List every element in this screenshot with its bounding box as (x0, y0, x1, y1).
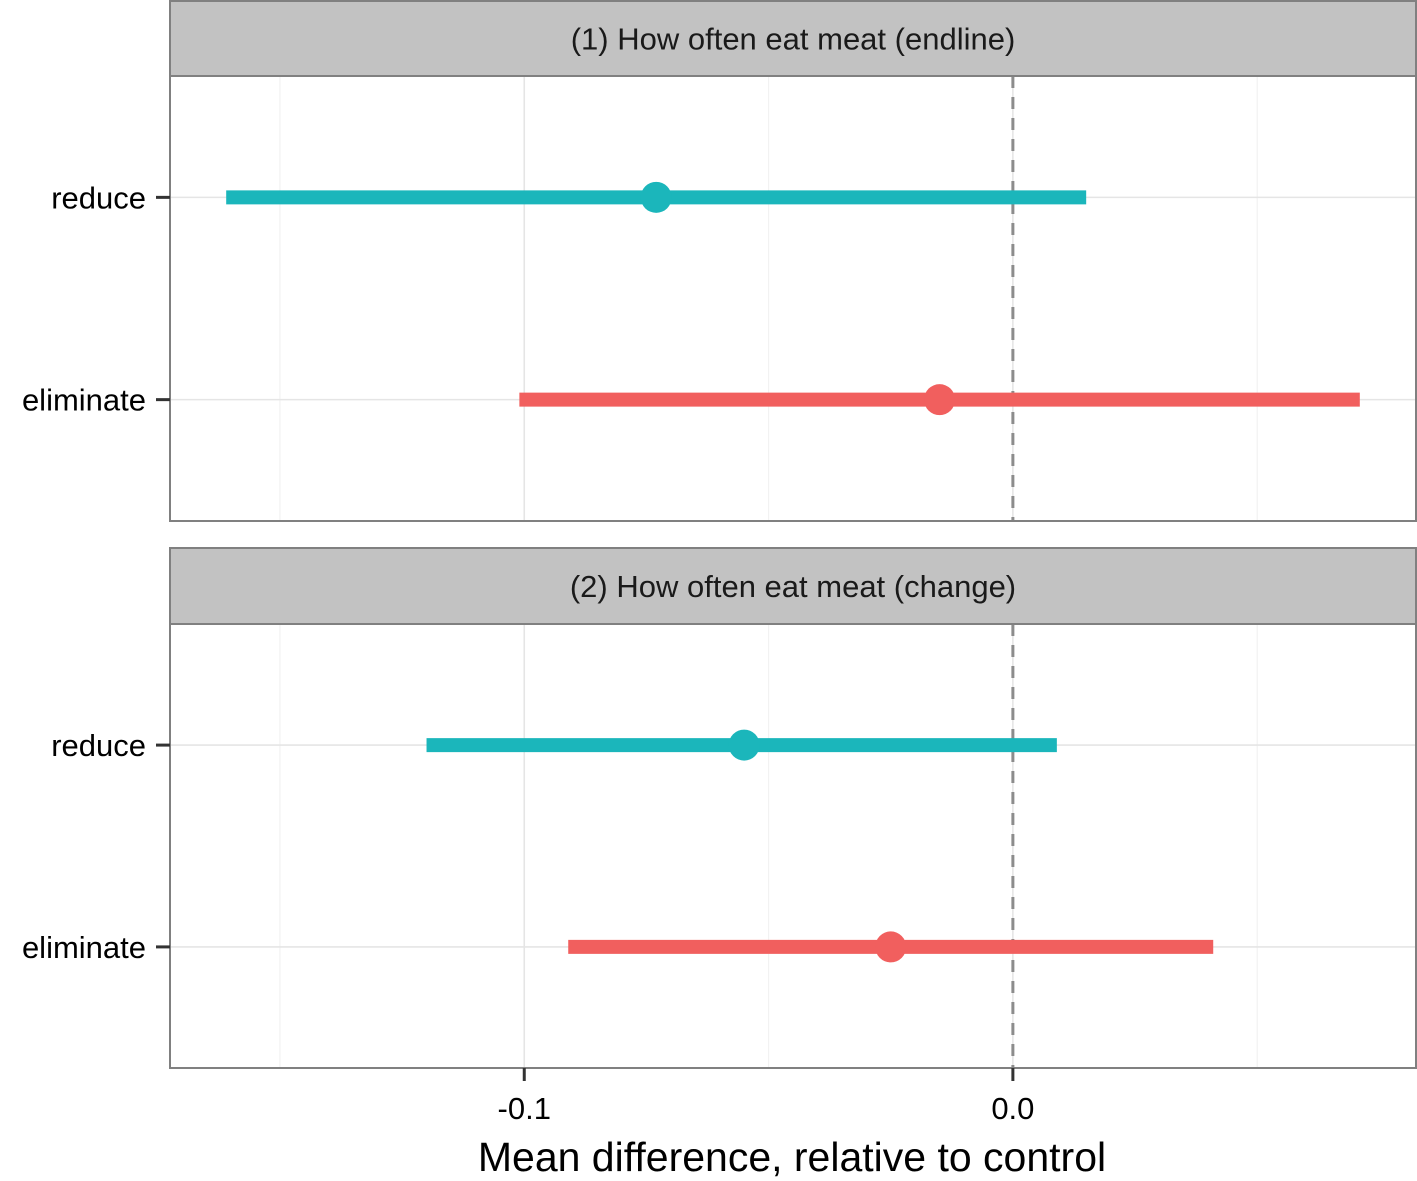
facet-strip (169, 0, 1417, 77)
y-tick-label: reduce (51, 728, 146, 763)
panel-background (170, 76, 1416, 521)
x-axis: -0.1 0.0 (498, 1068, 1034, 1126)
facet-title: (2) How often eat meat (change) (570, 569, 1016, 604)
facet-panels: (1) How often eat meat (endline) reduce el… (22, 0, 1417, 1069)
facet-panel: (2) How often eat meat (change) reduce eli… (22, 547, 1417, 1069)
facet-title: (1) How often eat meat (endline) (571, 22, 1016, 57)
facet-panel: (1) How often eat meat (endline) reduce el… (22, 0, 1417, 522)
x-axis-title: Mean difference, relative to control (478, 1134, 1106, 1180)
facet-strip (169, 547, 1417, 625)
point-reduce (640, 181, 672, 213)
panel-background (170, 624, 1416, 1068)
y-tick-label: eliminate (22, 930, 146, 965)
point-eliminate (875, 931, 907, 963)
point-eliminate (924, 384, 956, 416)
point-reduce (728, 729, 760, 761)
y-tick-label: eliminate (22, 383, 146, 418)
x-tick-label: 0.0 (991, 1091, 1034, 1126)
y-tick-label: reduce (51, 180, 146, 215)
x-tick-label: -0.1 (498, 1091, 551, 1126)
